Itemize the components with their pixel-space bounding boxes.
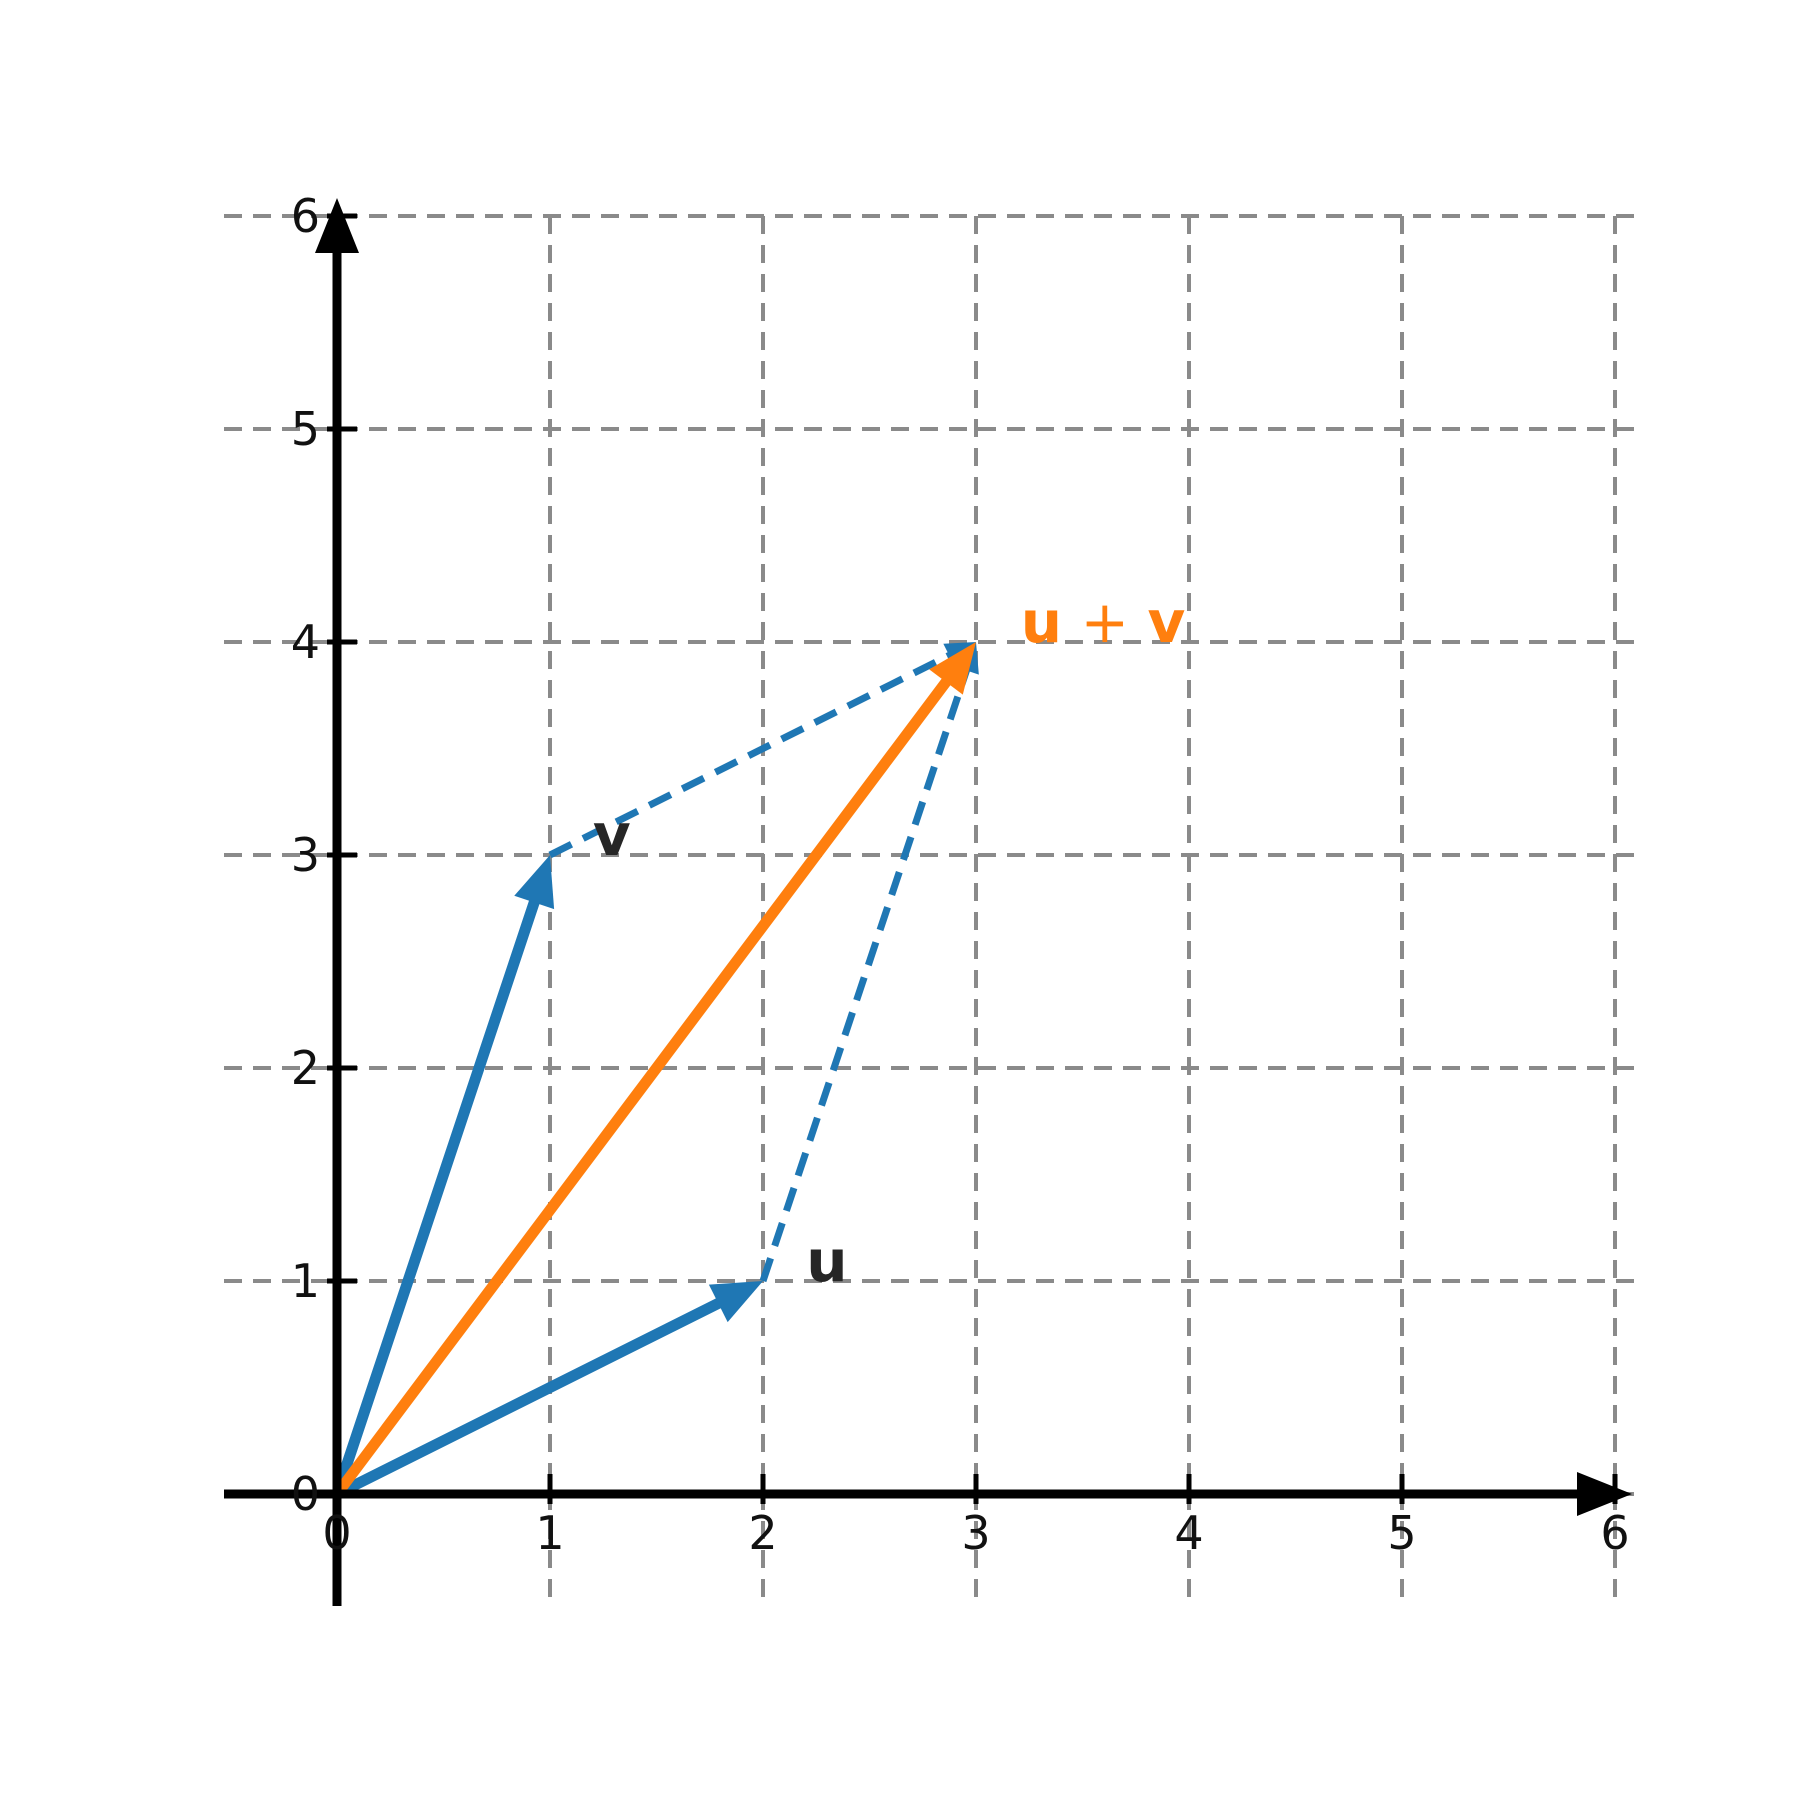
x-tick-label-0: 0 — [322, 1506, 351, 1560]
helper-v-tip-to-sum-shaft — [548, 646, 962, 859]
vector-u-arrowhead-icon — [708, 1281, 763, 1323]
vector-u-label: u — [806, 1227, 847, 1295]
helper-u-tip-to-sum-shaft — [759, 657, 974, 1283]
vector-u-plus-v-shaft — [332, 662, 963, 1498]
vector-u-plus-v-arrowhead-icon — [929, 642, 976, 695]
vector-u-shaft — [334, 1289, 739, 1499]
y-tick-label-0: 0 — [291, 1467, 320, 1521]
vectors — [331, 642, 976, 1499]
x-tick-label-4: 4 — [1174, 1506, 1203, 1560]
y-axis-arrowhead-icon — [315, 198, 359, 253]
vector-u-label-part: u — [806, 1227, 847, 1295]
x-tick-label-3: 3 — [961, 1506, 990, 1560]
x-axis-arrowhead-icon — [1577, 1472, 1632, 1516]
vector-v-arrowhead-icon — [514, 855, 555, 910]
y-tick-label-5: 5 — [291, 402, 320, 456]
vector-v-label: v — [593, 801, 631, 869]
y-tick-label-1: 1 — [291, 1254, 320, 1308]
vector-labels: uvu + v — [593, 588, 1185, 1295]
vector-u-plus-v-label: u + v — [1021, 588, 1186, 656]
vector-u-plus-v-label-part: v — [1148, 588, 1186, 656]
x-axis — [224, 1472, 1632, 1516]
x-tick-label-1: 1 — [535, 1506, 564, 1560]
x-tick-labels: 0 1 2 3 4 5 6 — [322, 1506, 1629, 1560]
x-tick-label-5: 5 — [1387, 1506, 1416, 1560]
vector-u-plus-v-label-part: + — [1062, 588, 1147, 656]
vector-v-shaft — [331, 881, 546, 1496]
y-tick-label-2: 2 — [291, 1041, 320, 1095]
y-tick-label-6: 6 — [291, 189, 320, 243]
gridlines — [224, 214, 1642, 1600]
x-tick-label-6: 6 — [1600, 1506, 1629, 1560]
y-tick-label-3: 3 — [291, 828, 320, 882]
x-tick-label-2: 2 — [748, 1506, 777, 1560]
y-axis — [315, 198, 359, 1606]
vector-u-plus-v-label-part: u — [1021, 588, 1062, 656]
y-tick-label-4: 4 — [291, 615, 320, 669]
y-tick-labels: 0 1 2 3 4 5 6 — [291, 189, 320, 1521]
vector-v-label-part: v — [593, 801, 631, 869]
